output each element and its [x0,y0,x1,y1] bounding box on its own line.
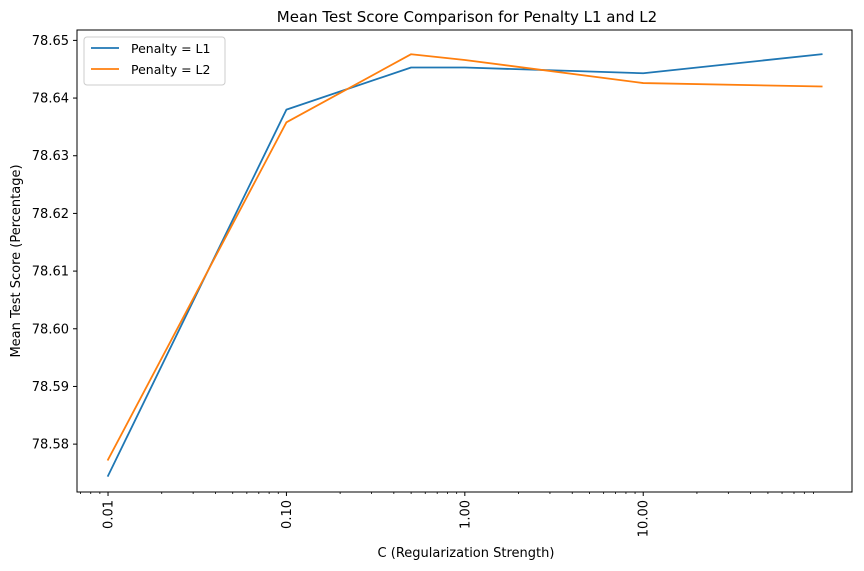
x-tick-label: 1.00 [458,500,473,529]
y-tick-label: 78.60 [32,322,69,337]
chart-title: Mean Test Score Comparison for Penalty L… [277,8,657,26]
x-axis: 0.01 0.10 1.00 10.00 [79,492,814,537]
x-tick-label: 0.01 [102,500,117,529]
y-axis: 78.58 78.59 78.60 78.61 78.62 78.63 78.64 78.65 [32,34,77,453]
y-tick-label: 78.65 [32,34,69,49]
legend: Penalty = L1 Penalty = L2 [83,36,226,86]
plot-area [76,29,853,493]
legend-box [83,36,226,86]
series-lines [106,53,823,478]
y-axis-label: Mean Test Score (Percentage) [9,164,24,357]
x-axis-label: C (Regularization Strength) [378,546,555,561]
y-tick-label: 78.59 [32,380,69,395]
y-tick-label: 78.58 [32,438,69,453]
y-tick-label: 78.62 [32,207,69,222]
x-tick-label: 0.10 [280,500,295,529]
series-line-2 [106,53,823,461]
y-tick-label: 78.64 [32,92,69,107]
y-tick-label: 78.63 [32,149,69,164]
x-tick-label: 10.00 [637,500,652,537]
legend-label-l2: Penalty = L2 [131,62,210,77]
series-line-1 [106,53,823,478]
legend-label-l1: Penalty = L1 [131,41,210,56]
y-tick-label: 78.61 [32,265,69,280]
